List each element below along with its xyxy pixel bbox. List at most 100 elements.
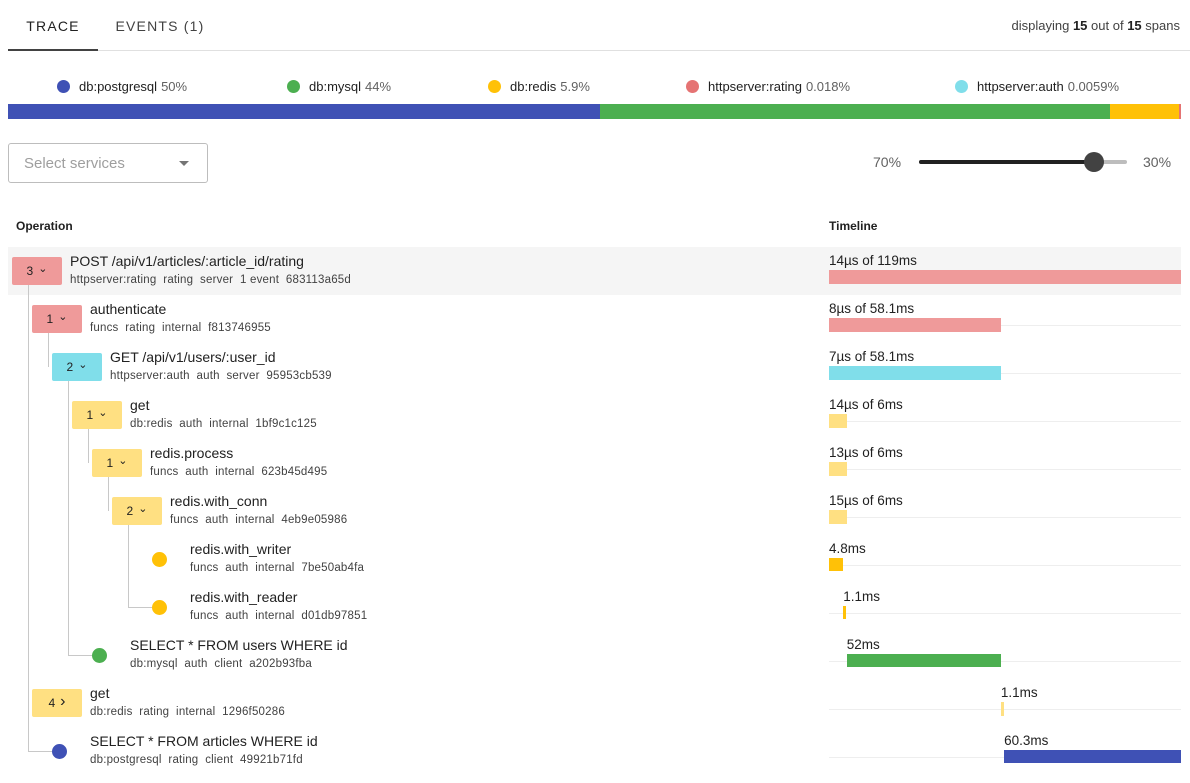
span-expand-toggle[interactable]: 1 ⌄ xyxy=(32,305,82,333)
legend-service-name: httpserver:rating xyxy=(708,78,802,94)
span-operation-name[interactable]: redis.process xyxy=(150,445,234,461)
legend-item: httpserver:auth 0.0059% xyxy=(955,77,1119,95)
child-count: 1 xyxy=(86,408,94,422)
tree-connector xyxy=(128,525,129,607)
span-operation-name[interactable]: redis.with_writer xyxy=(190,541,292,557)
span-operation-name[interactable]: get xyxy=(90,685,110,701)
legend-item: db:mysql 44% xyxy=(287,77,391,95)
timeline-bar[interactable] xyxy=(846,654,1001,667)
legend-service-percent: 5.9% xyxy=(560,78,590,94)
timeline-bar[interactable] xyxy=(1000,702,1005,716)
span-operation-name[interactable]: get xyxy=(130,397,150,413)
span-metadata: db:redis auth internal 1bf9c1c125 xyxy=(130,418,317,430)
legend-service-percent: 44% xyxy=(365,78,392,94)
span-metadata: httpserver:rating rating server 1 event … xyxy=(70,274,351,286)
legend-item: db:redis 5.9% xyxy=(488,77,590,95)
span-expand-toggle[interactable]: 1 ⌄ xyxy=(72,401,122,429)
span-operation-name[interactable]: redis.with_conn xyxy=(170,493,268,509)
child-count: 2 xyxy=(126,504,134,518)
split-slider-thumb[interactable] xyxy=(1083,152,1104,172)
chevron-down-icon xyxy=(179,161,189,166)
tree-connector xyxy=(128,607,152,608)
span-metadata: db:mysql auth client a202b93fba xyxy=(130,658,312,670)
tree-connector xyxy=(68,381,69,655)
timeline-duration-label: 8µs of 58.1ms xyxy=(829,301,915,316)
span-metadata: funcs auth internal 4eb9e05986 xyxy=(170,514,348,526)
span-operation-name[interactable]: POST /api/v1/articles/:article_id/rating xyxy=(70,253,304,269)
child-count: 2 xyxy=(66,360,74,374)
timeline-track xyxy=(829,325,1181,326)
tab-bar: TRACE EVENTS (1) xyxy=(8,0,1190,51)
span-expand-toggle[interactable]: 4 › xyxy=(32,689,82,717)
timeline-bar[interactable] xyxy=(829,270,1181,284)
timeline-bar[interactable] xyxy=(829,414,847,428)
timeline-bar[interactable] xyxy=(1004,750,1181,763)
timeline-bar[interactable] xyxy=(843,606,847,619)
chevron-down-icon: ⌄ xyxy=(58,310,68,323)
select-services-placeholder: Select services xyxy=(24,155,125,172)
distribution-segment xyxy=(600,104,1111,119)
chevron-right-icon: › xyxy=(60,693,66,710)
child-count: 4 xyxy=(48,696,56,710)
span-metadata: funcs auth internal 623b45d495 xyxy=(150,466,328,478)
span-expand-toggle[interactable]: 2 ⌄ xyxy=(112,497,162,525)
timeline-duration-label: 1.1ms xyxy=(1000,685,1038,700)
timeline-track xyxy=(829,421,1181,422)
chevron-down-icon: ⌄ xyxy=(138,502,148,515)
legend-color-dot xyxy=(686,79,699,93)
timeline-track xyxy=(829,469,1181,470)
tree-connector xyxy=(108,477,109,511)
span-leaf-dot xyxy=(92,648,107,663)
timeline-track xyxy=(829,517,1181,518)
timeline-duration-label: 13µs of 6ms xyxy=(829,445,903,460)
legend-service-percent: 0.018% xyxy=(805,78,851,94)
timeline-duration-label: 15µs of 6ms xyxy=(829,493,903,508)
span-expand-toggle[interactable]: 1 ⌄ xyxy=(92,449,142,477)
span-leaf-dot xyxy=(152,600,167,615)
distribution-segment xyxy=(8,104,601,119)
timeline-bar[interactable] xyxy=(829,510,847,524)
timeline-bar[interactable] xyxy=(829,462,847,476)
tree-connector xyxy=(88,429,89,463)
split-left-label: 70% xyxy=(873,154,902,170)
timeline-duration-label: 60.3ms xyxy=(1004,733,1049,748)
legend-color-dot xyxy=(287,79,300,93)
timeline-bar[interactable] xyxy=(829,558,844,571)
legend-service-percent: 0.0059% xyxy=(1067,78,1120,94)
timeline-bar[interactable] xyxy=(829,318,1001,332)
legend-item: httpserver:rating 0.018% xyxy=(686,77,850,95)
chevron-down-icon: ⌄ xyxy=(38,262,48,275)
legend-item: db:postgresql 50% xyxy=(57,77,187,95)
span-leaf-dot xyxy=(152,552,167,567)
span-metadata: funcs auth internal d01db97851 xyxy=(190,610,368,622)
timeline-column-header: Timeline xyxy=(829,219,878,233)
timeline-track xyxy=(829,613,1181,614)
operation-column-header: Operation xyxy=(16,219,73,233)
child-count: 1 xyxy=(46,312,54,326)
timeline-duration-label: 14µs of 119ms xyxy=(829,253,917,268)
legend-color-dot xyxy=(57,79,70,93)
span-leaf-dot xyxy=(52,744,67,759)
timeline-duration-label: 7µs of 58.1ms xyxy=(829,349,915,364)
timeline-track xyxy=(829,709,1181,710)
select-services-dropdown[interactable]: Select services xyxy=(8,143,208,183)
span-operation-name[interactable]: authenticate xyxy=(90,301,167,317)
span-operation-name[interactable]: SELECT * FROM articles WHERE id xyxy=(90,733,318,749)
span-operation-name[interactable]: SELECT * FROM users WHERE id xyxy=(130,637,348,653)
tab-events[interactable]: EVENTS (1) xyxy=(115,18,205,34)
timeline-duration-label: 14µs of 6ms xyxy=(829,397,903,412)
timeline-bar[interactable] xyxy=(829,366,1001,380)
span-expand-toggle[interactable]: 3 ⌄ xyxy=(12,257,62,285)
span-operation-name[interactable]: redis.with_reader xyxy=(190,589,298,605)
child-count: 1 xyxy=(106,456,114,470)
distribution-segment xyxy=(1179,104,1181,119)
timeline-track xyxy=(829,373,1181,374)
split-slider[interactable] xyxy=(919,152,1127,172)
span-expand-toggle[interactable]: 2 ⌄ xyxy=(52,353,102,381)
span-metadata: funcs auth internal 7be50ab4fa xyxy=(190,562,365,574)
legend-color-dot xyxy=(955,79,968,93)
legend-service-name: httpserver:auth xyxy=(977,78,1064,94)
legend-color-dot xyxy=(488,79,501,93)
span-operation-name[interactable]: GET /api/v1/users/:user_id xyxy=(110,349,276,365)
tab-trace[interactable]: TRACE xyxy=(8,0,98,51)
